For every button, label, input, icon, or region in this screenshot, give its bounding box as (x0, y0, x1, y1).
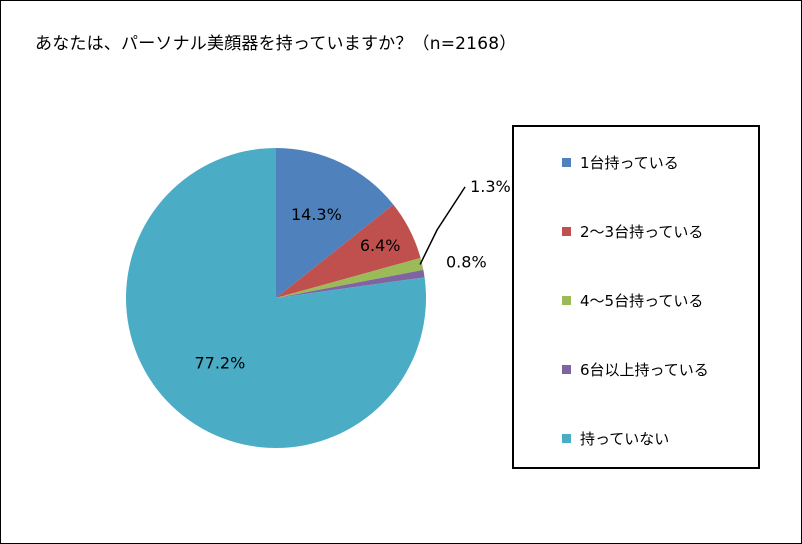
legend-swatch-3 (562, 296, 571, 305)
legend-swatch-1 (562, 158, 571, 167)
pie-slice-5 (126, 148, 427, 449)
legend-label-3: 4～5台持っている (580, 292, 704, 310)
legend-label-2: 2～3台持っている (580, 223, 704, 241)
legend-swatch-4 (562, 365, 571, 374)
data-label-3: 1.3% (470, 177, 511, 196)
legend-label-5: 持っていない (580, 430, 670, 448)
legend-label-1: 1台持っている (580, 154, 679, 172)
data-label-1: 14.3% (291, 205, 342, 224)
legend-item-5: 持っていない (562, 428, 669, 449)
chart-title: あなたは、パーソナル美顔器を持っていますか？（n=2168） (35, 34, 517, 54)
leader-line-3 (419, 186, 466, 265)
legend-item-4: 6台以上持っている (562, 359, 709, 380)
legend-item-2: 2～3台持っている (562, 221, 703, 242)
legend-swatch-5 (562, 434, 571, 443)
pie-slice-1 (276, 148, 394, 298)
pie-slice-4 (276, 269, 425, 298)
data-label-2: 6.4% (360, 236, 401, 255)
data-label-5: 77.2% (194, 354, 245, 373)
pie-slice-2 (276, 204, 421, 298)
legend: 1台持っている 2～3台持っている 4～5台持っている 6台以上持っている 持っ… (512, 125, 760, 469)
legend-item-1: 1台持っている (562, 152, 679, 173)
legend-label-4: 6台以上持っている (580, 361, 709, 379)
legend-item-3: 4～5台持っている (562, 290, 703, 311)
legend-swatch-2 (562, 227, 571, 236)
data-label-4: 0.8% (446, 253, 487, 272)
pie-slice-3 (276, 257, 424, 298)
